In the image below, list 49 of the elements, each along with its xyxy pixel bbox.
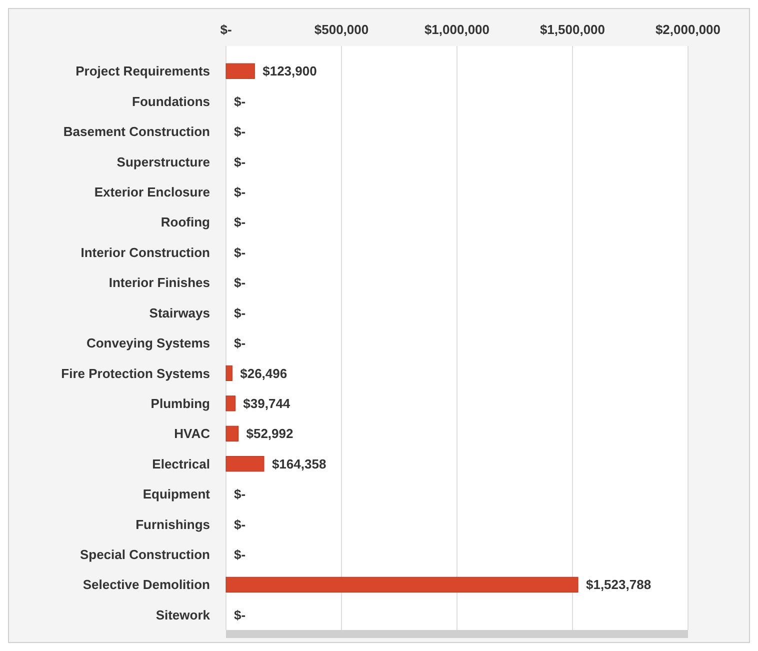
- y-tick-label: Plumbing: [150, 396, 210, 411]
- x-tick-label: $1,000,000: [424, 22, 490, 37]
- y-tick-label: Equipment: [142, 486, 211, 502]
- y-tick-label: Fire Protection Systems: [61, 366, 210, 381]
- y-tick-label: Exterior Enclosure: [94, 184, 210, 200]
- bar: [226, 365, 232, 382]
- bar: [226, 576, 578, 592]
- y-tick-label: Sitework: [156, 607, 211, 622]
- bar: [226, 456, 264, 472]
- x-tick-label: $500,000: [314, 22, 369, 37]
- bar: [226, 63, 255, 79]
- data-label: $-: [234, 547, 246, 562]
- data-label: $123,900: [262, 64, 317, 79]
- y-tick-label: Roofing: [160, 214, 210, 230]
- y-tick-label: Superstructure: [116, 154, 210, 170]
- data-label: $39,744: [243, 396, 291, 411]
- y-tick-label: Interior Finishes: [108, 275, 210, 290]
- data-label: $-: [234, 607, 246, 622]
- bar: [226, 396, 236, 412]
- y-tick-label: HVAC: [174, 426, 211, 442]
- y-tick-label: Conveying Systems: [86, 336, 210, 351]
- data-label: $1,523,788: [586, 577, 652, 592]
- data-label: $-: [234, 244, 246, 260]
- data-label: $-: [234, 486, 246, 502]
- data-label: $-: [234, 516, 246, 532]
- y-tick-label: Interior Construction: [80, 244, 210, 260]
- data-label: $-: [234, 214, 246, 230]
- data-label: $-: [234, 94, 246, 109]
- data-label: $-: [234, 154, 246, 170]
- data-label: $52,992: [246, 426, 294, 442]
- x-tick-label: $2,000,000: [655, 22, 721, 37]
- data-label: $-: [234, 184, 246, 200]
- y-tick-label: Electrical: [152, 456, 210, 472]
- data-label: $-: [234, 336, 246, 351]
- y-tick-label: Furnishings: [136, 516, 210, 532]
- data-label: $-: [234, 124, 246, 140]
- y-tick-label: Selective Demolition: [82, 577, 210, 592]
- y-tick-label: Project Requirements: [76, 64, 210, 79]
- y-tick-label: Foundations: [132, 94, 210, 109]
- data-label: $-: [234, 275, 246, 290]
- y-tick-label: Special Construction: [80, 547, 210, 562]
- data-label: $26,496: [240, 366, 288, 381]
- y-tick-label: Stairways: [149, 305, 210, 320]
- x-tick-label: $1,500,000: [540, 22, 606, 37]
- data-label: $164,358: [272, 456, 326, 472]
- bar: [226, 426, 238, 442]
- data-label: $-: [234, 305, 246, 320]
- x-tick-label: $-: [220, 22, 232, 37]
- y-tick-label: Basement Construction: [63, 124, 210, 140]
